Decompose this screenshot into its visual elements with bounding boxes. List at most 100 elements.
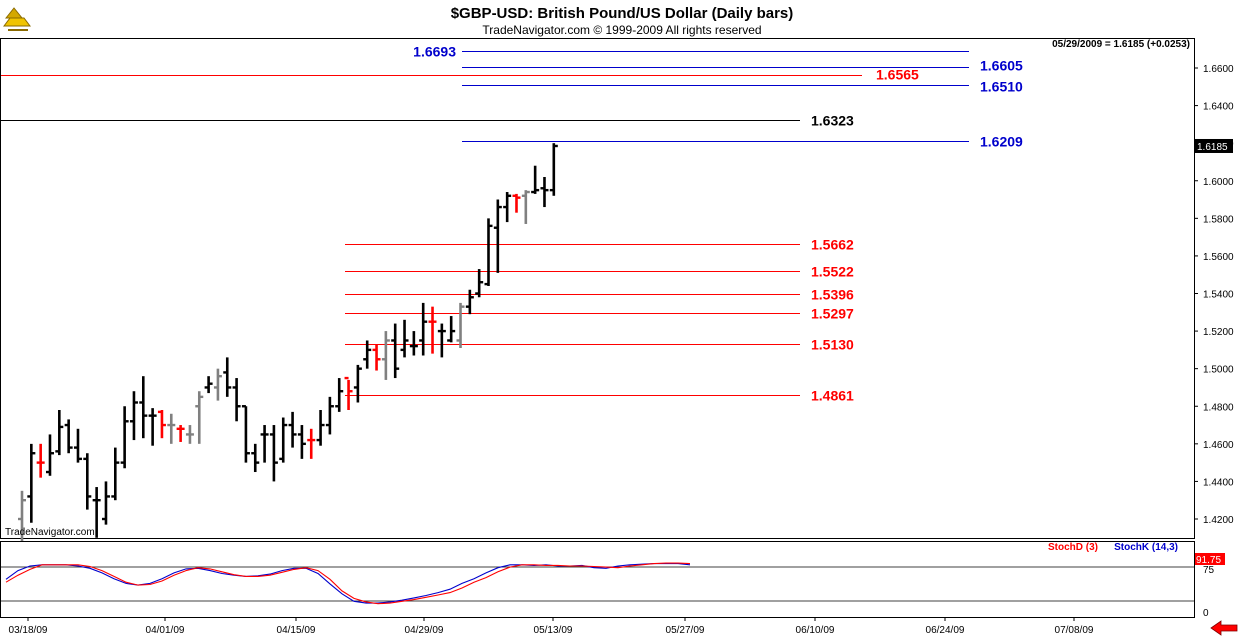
price-tick-label: 1.4200 (1203, 515, 1234, 526)
ohlc-bar (83, 453, 92, 510)
ohlc-bar (139, 376, 148, 439)
price-tick-label: 1.6400 (1203, 102, 1234, 113)
level-label-1.4861: 1.4861 (811, 388, 854, 404)
ohlc-bar (493, 199, 502, 273)
ohlc-bar (157, 410, 166, 439)
price-tick-label: 1.5800 (1203, 214, 1234, 225)
level-label-1.6693: 1.6693 (413, 44, 456, 60)
date-tick-label: 04/29/09 (405, 625, 444, 636)
ohlc-bar (223, 357, 232, 397)
logo-icon (3, 7, 31, 31)
ohlc-bar (18, 490, 26, 542)
ohlc-bar (195, 391, 204, 444)
ohlc-bar (27, 443, 36, 523)
price-tick-label: 1.4800 (1203, 402, 1234, 413)
ohlc-bar (344, 376, 353, 411)
date-tick-label: 06/10/09 (796, 625, 835, 636)
price-tick-label: 1.6600 (1203, 64, 1234, 75)
date-tick-label: 04/01/09 (146, 625, 185, 636)
ohlc-bar (400, 319, 409, 358)
ohlc-bar (297, 425, 306, 459)
ohlc-bar (279, 417, 288, 463)
ohlc-bar (120, 406, 129, 469)
price-tick-label: 1.6000 (1203, 177, 1234, 188)
level-label-1.6209: 1.6209 (980, 134, 1023, 150)
last-quote: 05/29/2009 = 1.6185 (+0.0253) (1052, 39, 1190, 50)
ohlc-bar (549, 143, 558, 196)
ohlc-bar (73, 428, 82, 463)
watermark: TradeNavigator.com (5, 527, 95, 538)
ohlc-bar (521, 190, 530, 224)
ohlc-bar (269, 425, 278, 482)
ohlc-bar (316, 410, 325, 446)
chart-subtitle: TradeNavigator.com © 1999-2009 All right… (482, 23, 761, 37)
date-tick-label: 05/27/09 (666, 625, 705, 636)
stoch-d-legend: StochD (3) (1048, 542, 1098, 553)
ohlc-bar (447, 316, 456, 343)
ohlc-bar (288, 411, 297, 448)
stoch-k-line (5, 563, 691, 604)
ohlc-bar (129, 391, 138, 441)
ohlc-bar (176, 425, 185, 442)
date-tick-label: 07/08/09 (1055, 625, 1094, 636)
date-tick-label: 05/13/09 (534, 625, 573, 636)
ohlc-bar (92, 487, 101, 538)
stoch-value-tag: 91.75 (1195, 553, 1225, 566)
fib-levels: 1.6693 1.6605 1.6565 1.6510 1.6323 1.6209 1.56… (1, 44, 1023, 404)
date-axis: 03/18/09 04/01/09 04/15/09 04/29/09 05/13/09… (9, 617, 1094, 636)
ohlc-bar (409, 331, 418, 356)
ohlc-bar (241, 405, 250, 463)
ohlc-bar (251, 443, 260, 473)
ohlc-bar (55, 410, 64, 456)
ohlc-bar (204, 376, 213, 394)
ohlc-bar (36, 443, 45, 478)
level-label-1.6605: 1.6605 (980, 58, 1023, 74)
price-tick-label: 1.4600 (1203, 440, 1234, 451)
ohlc-bar (325, 396, 334, 435)
ohlc-bar (512, 193, 521, 213)
ohlc-bar (307, 428, 316, 459)
ohlc-bar (437, 323, 446, 358)
date-tick-label: 03/18/09 (9, 625, 48, 636)
ohlc-bar (372, 344, 381, 371)
stoch-k-legend: StochK (14,3) (1114, 542, 1178, 553)
ohlc-bar (419, 302, 428, 356)
ohlc-bar (167, 413, 176, 444)
last-price-value: 1.6185 (1197, 142, 1228, 153)
ohlc-bar (465, 289, 474, 315)
ohlc-bar (540, 176, 549, 208)
level-label-1.5522: 1.5522 (811, 264, 854, 280)
price-tick-label: 1.5000 (1203, 365, 1234, 376)
ohlc-bar (111, 447, 120, 501)
level-label-1.6323: 1.6323 (811, 113, 854, 129)
stoch-tick-0: 0 (1203, 608, 1209, 619)
chart-title: $GBP-USD: British Pound/US Dollar (Daily… (451, 5, 794, 22)
price-tick-label: 1.5600 (1203, 252, 1234, 263)
ohlc-bar (148, 408, 157, 446)
ohlc-bar (531, 165, 540, 194)
price-tick-label: 1.5400 (1203, 290, 1234, 301)
date-tick-label: 04/15/09 (277, 625, 316, 636)
level-label-1.6510: 1.6510 (980, 79, 1023, 95)
scroll-left-arrow-icon[interactable] (1205, 619, 1241, 637)
stochastic-panel-frame (0, 541, 1195, 618)
price-tick-label: 1.5200 (1203, 327, 1234, 338)
ohlc-bar (101, 481, 110, 525)
ohlc-bar (363, 340, 372, 369)
ohlc-bar (391, 323, 400, 379)
ohlc-bar (381, 331, 390, 380)
last-price-tag-bg (1195, 138, 1233, 153)
stoch-tick-75: 75 (1203, 565, 1215, 576)
price-axis: 1.4200 1.4400 1.4600 1.4800 1.5000 1.5200 1.54… (1194, 64, 1234, 526)
ohlc-bar (428, 306, 437, 354)
price-tick-label: 1.4400 (1203, 477, 1234, 488)
ohlc-bar (475, 269, 484, 298)
ohlc-bar (45, 434, 54, 476)
price-bars (18, 143, 558, 542)
ohlc-bar (213, 368, 222, 401)
ohlc-bar (260, 425, 269, 463)
level-label-1.6565: 1.6565 (876, 67, 919, 83)
stoch-last-value: 91.75 (1196, 555, 1221, 566)
price-panel-frame (0, 38, 1195, 539)
